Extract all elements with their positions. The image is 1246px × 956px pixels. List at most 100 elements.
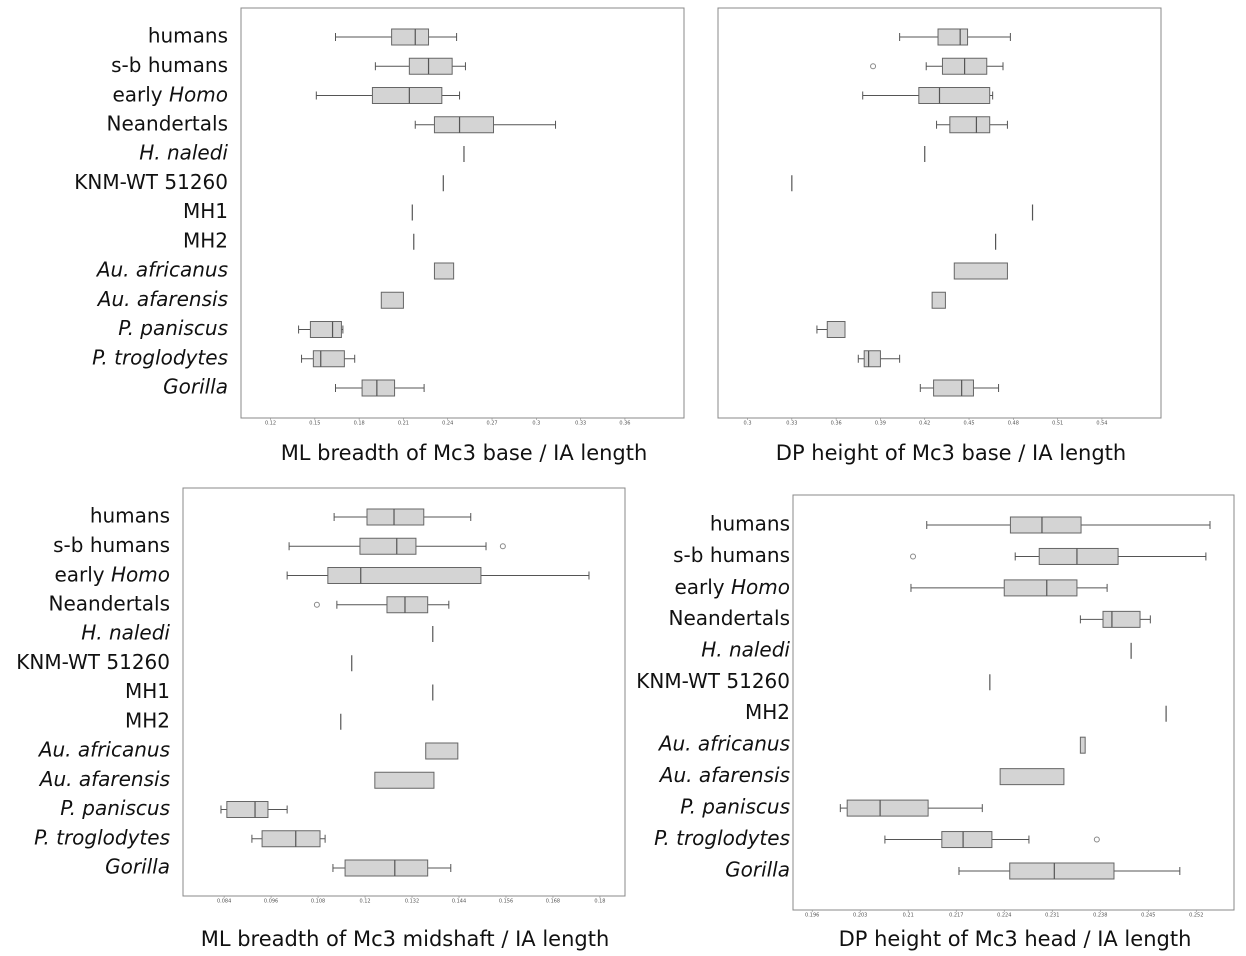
category-label: s-b humans xyxy=(111,53,228,77)
box xyxy=(327,567,482,584)
category-label: Au. afarensis xyxy=(96,287,228,311)
category-label: H. naledi xyxy=(139,141,228,165)
category-label: P. troglodytes xyxy=(34,825,170,849)
category-label: Au. africanus xyxy=(37,738,170,762)
category-label: P. troglodytes xyxy=(654,826,790,850)
x-tick-label: 0.42 xyxy=(919,421,930,427)
box xyxy=(941,831,993,849)
x-tick-label: 0.196 xyxy=(805,913,819,919)
outlier xyxy=(499,543,506,550)
category-label: KNM-WT 51260 xyxy=(16,650,170,674)
category-label: MH2 xyxy=(183,228,228,252)
box xyxy=(933,379,974,397)
x-tick-label: 0.36 xyxy=(831,421,842,427)
x-tick-label: 0.51 xyxy=(1052,421,1063,427)
x-tick-label: 0.24 xyxy=(442,421,453,427)
category-label: P. paniscus xyxy=(118,316,228,340)
x-tick-label: 0.245 xyxy=(1141,913,1155,919)
box xyxy=(408,57,453,75)
category-label: s-b humans xyxy=(673,543,790,567)
category-label: MH1 xyxy=(125,679,170,703)
box xyxy=(953,262,1008,280)
outlier xyxy=(910,553,917,560)
x-tick-label: 0.203 xyxy=(853,913,867,919)
x-tick-label: 0.084 xyxy=(217,899,231,905)
box xyxy=(386,596,429,614)
category-label: Au. africanus xyxy=(95,258,228,282)
x-tick-label: 0.33 xyxy=(575,421,586,427)
category-label: Au. afarensis xyxy=(38,767,170,791)
category-label: P. paniscus xyxy=(60,796,170,820)
category-label: MH2 xyxy=(745,700,790,724)
plot-frame xyxy=(240,7,685,419)
category-label: MH1 xyxy=(183,199,228,223)
box xyxy=(863,350,881,368)
outlier xyxy=(1093,836,1100,843)
category-label: early Homo xyxy=(112,82,228,106)
box xyxy=(1102,610,1141,628)
category-label: Gorilla xyxy=(725,858,790,882)
category-label: MH2 xyxy=(125,708,170,732)
category-label: Au. afarensis xyxy=(658,763,790,787)
box xyxy=(374,771,435,789)
box xyxy=(1009,862,1115,880)
x-tick-label: 0.15 xyxy=(309,421,320,427)
box xyxy=(361,379,396,397)
category-label: Neandertals xyxy=(107,111,229,135)
box xyxy=(918,87,991,104)
box xyxy=(366,508,425,526)
x-tick-label: 0.45 xyxy=(963,421,974,427)
box xyxy=(226,801,269,818)
x-tick-label: 0.132 xyxy=(405,899,419,905)
box xyxy=(309,321,342,338)
box xyxy=(999,768,1065,786)
category-label: KNM-WT 51260 xyxy=(74,170,228,194)
plot-frame xyxy=(717,7,1162,419)
category-label: humans xyxy=(710,512,790,536)
box xyxy=(371,87,443,104)
category-label: Neandertals xyxy=(669,606,791,630)
x-tick-label: 0.252 xyxy=(1189,913,1203,919)
box xyxy=(937,28,969,46)
box xyxy=(1038,547,1119,565)
category-label: H. naledi xyxy=(701,637,790,661)
box xyxy=(433,116,495,134)
outlier xyxy=(313,601,320,608)
x-tick-label: 0.144 xyxy=(452,899,466,905)
box xyxy=(380,291,404,309)
x-tick-label: 0.21 xyxy=(398,421,409,427)
x-tick-label: 0.238 xyxy=(1093,913,1107,919)
box xyxy=(846,799,929,817)
chart-title: DP height of Mc3 head / IA length xyxy=(839,927,1192,951)
x-tick-label: 0.3 xyxy=(532,421,540,427)
box xyxy=(433,262,455,280)
category-label: Gorilla xyxy=(105,855,170,879)
x-tick-label: 0.18 xyxy=(354,421,365,427)
box xyxy=(391,28,430,46)
box xyxy=(826,321,846,338)
category-label: s-b humans xyxy=(53,533,170,557)
x-tick-label: 0.224 xyxy=(997,913,1011,919)
x-tick-label: 0.3 xyxy=(744,421,752,427)
box xyxy=(931,291,946,309)
x-tick-label: 0.168 xyxy=(546,899,560,905)
category-label: early Homo xyxy=(54,562,170,586)
category-label: KNM-WT 51260 xyxy=(636,669,790,693)
chart-title: ML breadth of Mc3 midshaft / IA length xyxy=(201,927,610,951)
box xyxy=(949,116,991,134)
category-label: early Homo xyxy=(674,574,790,598)
chart-title: DP height of Mc3 base / IA length xyxy=(776,441,1126,465)
category-label: P. troglodytes xyxy=(92,345,228,369)
category-label: Au. africanus xyxy=(657,732,790,756)
x-tick-label: 0.231 xyxy=(1045,913,1059,919)
box xyxy=(425,742,459,760)
x-tick-label: 0.156 xyxy=(499,899,513,905)
category-label: Neandertals xyxy=(49,591,171,615)
category-label: H. naledi xyxy=(81,621,170,645)
x-tick-label: 0.18 xyxy=(594,899,605,905)
category-label: P. paniscus xyxy=(680,795,790,819)
box xyxy=(1009,516,1082,534)
x-tick-label: 0.48 xyxy=(1008,421,1019,427)
x-tick-label: 0.096 xyxy=(264,899,278,905)
